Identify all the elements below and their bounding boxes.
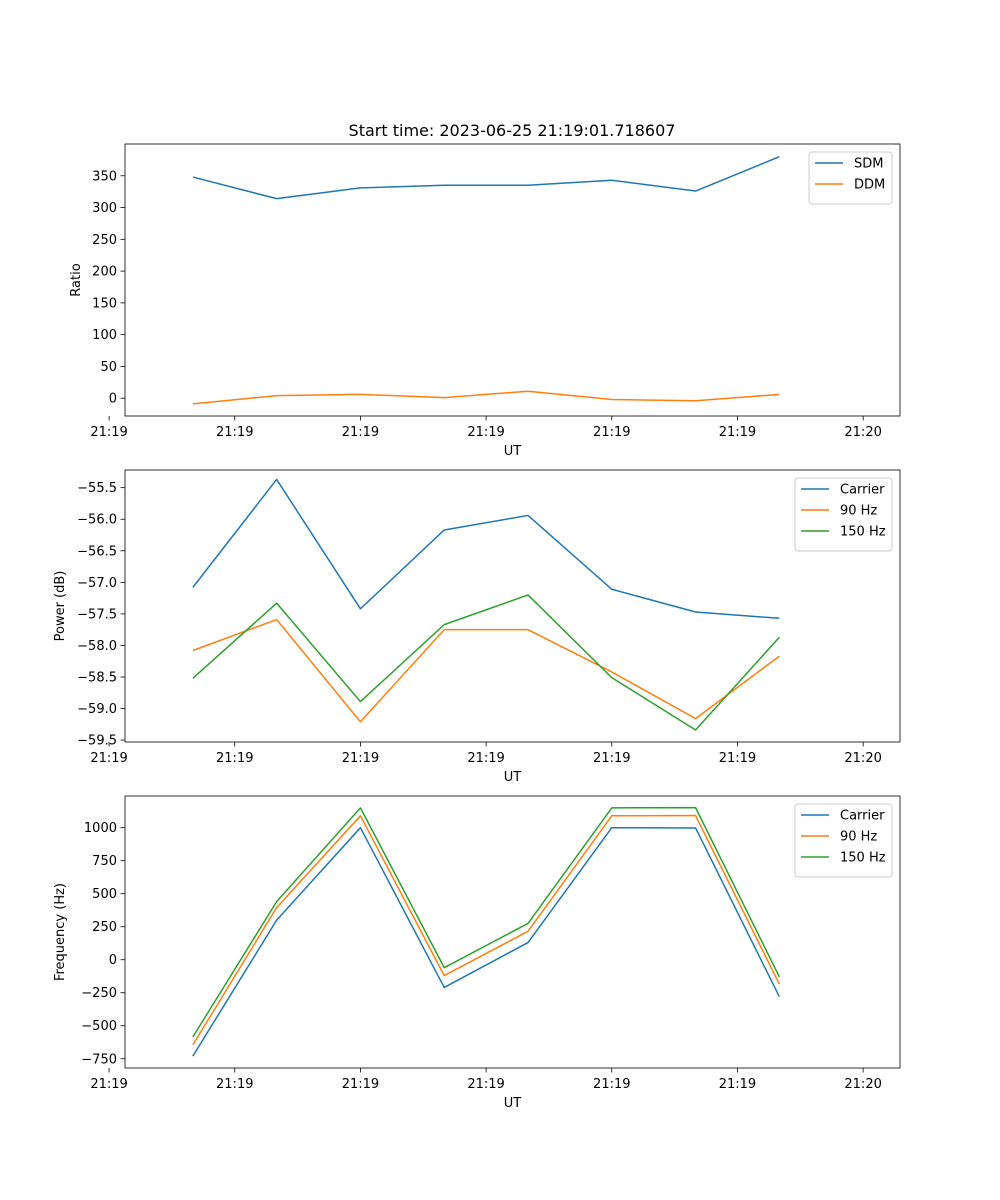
ratio-y-tick-label: 0 [109, 392, 117, 407]
power-x-axis-label: UT [504, 770, 522, 785]
frequency-y-tick-label: 750 [92, 854, 117, 869]
frequency-legend [794, 803, 893, 878]
ratio-x-tick-label: 21:19 [719, 425, 756, 440]
frequency-y-tick-label: 250 [92, 920, 117, 935]
power-y-tick-label: −57.5 [77, 607, 117, 622]
frequency-series-line-1 [192, 814, 781, 1046]
ratio-y-axis-label: Ratio [69, 263, 84, 296]
ratio-y-tick-label: 250 [92, 233, 117, 248]
power-x-tick-label: 21:20 [844, 751, 881, 766]
power-x-tick-label: 21:19 [90, 751, 127, 766]
frequency-legend-label-2: 150 Hz [840, 851, 886, 866]
ratio-x-tick-label: 21:19 [467, 425, 504, 440]
power-x-tick-label: 21:19 [719, 751, 756, 766]
power-y-tick-label: −56.5 [77, 544, 117, 559]
power-series-line-0 [192, 478, 780, 620]
power-y-axis-label: Power (dB) [53, 571, 68, 642]
ratio-x-tick-label: 21:19 [342, 425, 379, 440]
power-y-tick-label: −59.5 [77, 734, 117, 749]
power-y-tick-label: −57.0 [77, 576, 117, 591]
frequency-series-line-2 [192, 806, 781, 1038]
ratio-y-tick-label: 350 [92, 169, 117, 184]
power-x-tick-label: 21:19 [216, 751, 253, 766]
frequency-y-tick-label: 500 [92, 887, 117, 902]
power-legend-label-0: Carrier [840, 483, 885, 498]
frequency-axes-frame [124, 795, 901, 1069]
subplot-power: 21:19 21:19 21:19 21:19 21:19 21:19 21:20 −59.5… [53, 469, 901, 785]
power-y-tick-label: −56.0 [77, 513, 117, 528]
power-legend-label-2: 150 Hz [840, 525, 886, 540]
frequency-legend-label-0: Carrier [840, 809, 885, 824]
ratio-y-tick-label: 100 [92, 328, 117, 343]
frequency-series-line-0 [192, 826, 781, 1057]
frequency-x-tick-label: 21:20 [844, 1077, 881, 1092]
ratio-series-line-0 [192, 156, 780, 200]
ratio-legend-label-0: SDM [854, 157, 883, 172]
frequency-y-tick-label: −750 [81, 1052, 117, 1067]
ratio-legend-label-1: DDM [854, 178, 885, 193]
ratio-series-line-1 [192, 390, 780, 405]
frequency-x-tick-label: 21:19 [342, 1077, 379, 1092]
ratio-y-tick-label: 300 [92, 201, 117, 216]
power-series-line-1 [192, 618, 780, 723]
subplot-frequency: 21:19 21:19 21:19 21:19 21:19 21:19 21:20 −750 −… [53, 795, 901, 1111]
ratio-x-tick-label: 21:20 [844, 425, 881, 440]
ratio-y-tick-label: 50 [100, 360, 117, 375]
power-series-line-2 [192, 594, 780, 731]
power-y-tick-label: −55.5 [77, 481, 117, 496]
ratio-axes-frame [124, 143, 901, 417]
power-legend [794, 477, 893, 552]
figure-title: Start time: 2023-06-25 21:19:01.718607 [349, 121, 676, 140]
frequency-x-tick-label: 21:19 [467, 1077, 504, 1092]
frequency-x-tick-label: 21:19 [593, 1077, 630, 1092]
frequency-legend-label-1: 90 Hz [840, 830, 877, 845]
frequency-y-tick-label: −500 [81, 1019, 117, 1034]
power-y-tick-label: −58.5 [77, 670, 117, 685]
ratio-x-axis-label: UT [504, 444, 522, 459]
frequency-x-tick-label: 21:19 [216, 1077, 253, 1092]
ratio-x-tick-label: 21:19 [90, 425, 127, 440]
ratio-x-tick-label: 21:19 [216, 425, 253, 440]
frequency-x-tick-label: 21:19 [90, 1077, 127, 1092]
power-axes-frame [124, 469, 901, 743]
frequency-x-tick-label: 21:19 [719, 1077, 756, 1092]
subplot-ratio: 21:19 21:19 21:19 21:19 21:19 21:19 21:20 0 50 10… [69, 143, 901, 459]
power-x-tick-label: 21:19 [593, 751, 630, 766]
power-x-tick-label: 21:19 [467, 751, 504, 766]
power-y-tick-label: −58.0 [77, 639, 117, 654]
frequency-y-tick-label: 1000 [84, 821, 117, 836]
ratio-y-tick-label: 150 [92, 296, 117, 311]
ratio-legend [808, 151, 893, 205]
frequency-x-axis-label: UT [504, 1096, 522, 1111]
ratio-x-tick-label: 21:19 [593, 425, 630, 440]
power-y-tick-label: −59.0 [77, 702, 117, 717]
frequency-y-axis-label: Frequency (Hz) [53, 883, 68, 981]
power-legend-label-1: 90 Hz [840, 504, 877, 519]
frequency-y-tick-label: −250 [81, 986, 117, 1001]
frequency-y-tick-label: 0 [109, 953, 117, 968]
power-x-tick-label: 21:19 [342, 751, 379, 766]
ratio-y-tick-label: 200 [92, 265, 117, 280]
